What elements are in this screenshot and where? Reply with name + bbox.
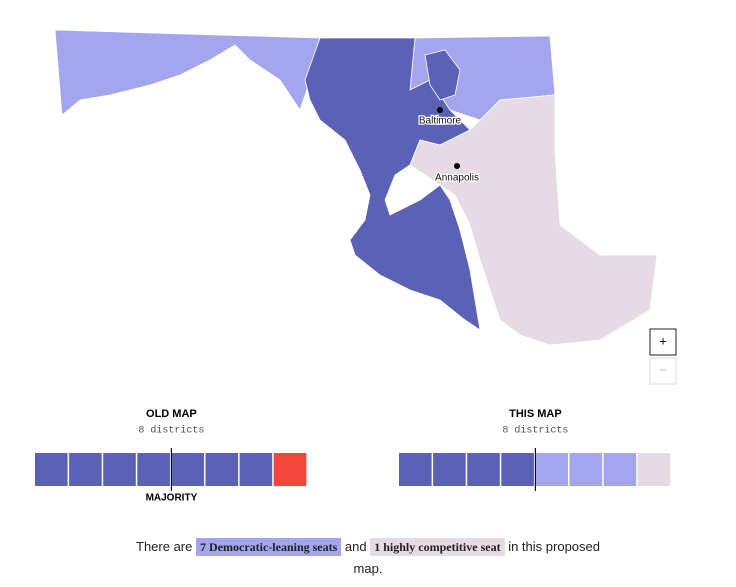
seat-cell (35, 453, 68, 486)
seat-cell (603, 453, 637, 486)
seat-cell (569, 453, 603, 486)
seat-cell (171, 453, 204, 486)
zoom-out-label[interactable]: − (659, 362, 667, 377)
zoom-in[interactable]: + (649, 328, 677, 356)
panel-subtitle: 8 districts (502, 425, 568, 437)
summary-text: in this proposed map. (353, 539, 600, 576)
summary: There are 7 Democratic-leaning seats and… (120, 536, 616, 580)
zoom-in-label[interactable]: + (659, 333, 667, 348)
seat-cell (137, 453, 170, 486)
map (54, 29, 658, 346)
zoom-in-button[interactable] (649, 328, 677, 356)
seat-cell (501, 453, 534, 486)
map-and-bars: Baltimore Annapolis + − OLD MAP 8 distric… (35, 29, 677, 504)
summary-text: and (344, 539, 367, 554)
panel-subtitle: 8 districts (138, 425, 204, 437)
seat-cell (273, 453, 307, 486)
city-label: Baltimore (419, 116, 462, 127)
city-dot (437, 107, 443, 113)
panel-title: THIS MAP (509, 408, 562, 420)
seat-cell (239, 453, 273, 486)
city-dot (454, 163, 460, 169)
district-baltimore (424, 49, 461, 101)
district-west (54, 29, 321, 116)
zoom-out[interactable]: − (649, 357, 677, 385)
seat-cell (637, 453, 671, 486)
district-eastern (409, 94, 658, 346)
city-label: Annapolis (435, 173, 479, 184)
zoom-out-button[interactable] (649, 357, 677, 385)
seat-cell (467, 453, 500, 486)
summary-text: There are (136, 539, 193, 554)
seat-cell (69, 453, 102, 486)
dem-highlight: 7 Democratic-leaning seats (196, 538, 342, 556)
seat-cell (103, 453, 136, 486)
seat-cell (433, 453, 466, 486)
panel-title: OLD MAP (146, 408, 197, 420)
seat-cell (535, 453, 568, 486)
seat-cell (399, 453, 432, 486)
seat-cell (205, 453, 239, 486)
majority-label: MAJORITY (146, 493, 198, 504)
tossup-highlight: 1 highly competitive seat (370, 538, 505, 556)
